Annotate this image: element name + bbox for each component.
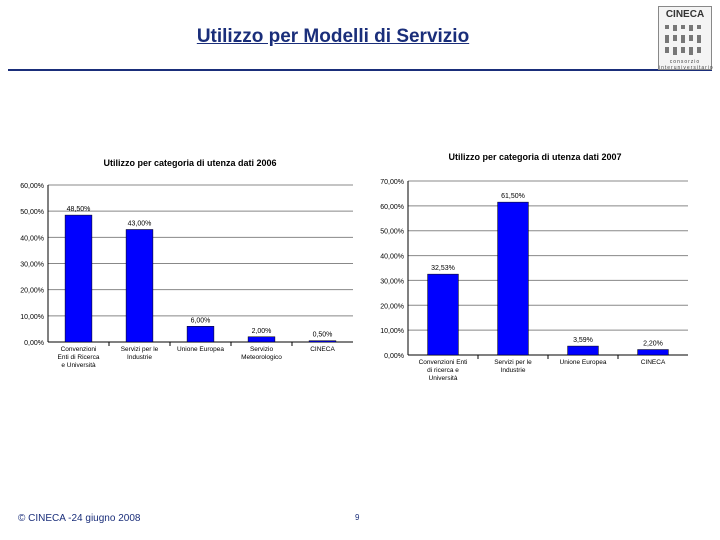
chart-2006-bar	[186, 326, 215, 343]
logo-name: CINECA	[665, 9, 705, 20]
chart-2006-data-label: 0,50%	[313, 332, 333, 339]
chart-2006-ytick-label: 40,00%	[20, 235, 44, 242]
chart-2006-bar	[125, 229, 154, 343]
chart-2006-ytick-label: 50,00%	[20, 209, 44, 216]
footer-copyright: © CINECA -24 giugno 2008	[18, 513, 141, 524]
chart-2007-ytick-label: 0,00%	[384, 353, 404, 360]
chart-2006-bar	[64, 214, 93, 343]
chart-2006-bar	[308, 340, 337, 343]
chart-2007-bar	[567, 345, 599, 356]
chart-2007-bar	[497, 201, 529, 356]
chart-2007-category-label: Servizi per le Industrie	[494, 359, 532, 374]
chart-2006-ytick-label: 10,00%	[20, 314, 44, 321]
chart-2007-ytick-label: 70,00%	[380, 179, 404, 186]
logo-subtitle: consorzio interuniversitario	[659, 59, 714, 71]
chart-2007-data-label: 3,59%	[573, 337, 593, 344]
chart-2007-data-label: 32,53%	[431, 265, 455, 272]
chart-2006-title: Utilizzo per categoria di utenza dati 20…	[103, 158, 277, 168]
chart-2007-category-label: CINECA	[641, 359, 666, 366]
chart-2007-data-label: 61,50%	[501, 193, 525, 200]
page-number: 9	[355, 513, 360, 522]
cineca-logo: CINECA consorzio interuniversitario	[658, 6, 714, 71]
chart-2006-data-label: 2,00%	[252, 328, 272, 335]
chart-2006-ytick-label: 20,00%	[20, 288, 44, 295]
chart-2006-category-label: Unione Europea	[177, 346, 224, 353]
chart-2007-data-label: 2,20%	[643, 341, 663, 348]
chart-2006-category-label: CINECA	[310, 346, 335, 353]
chart-2006-bar	[247, 336, 276, 343]
chart-2006-category-label: Servizio Meteorologico	[241, 346, 282, 361]
chart-2006-data-label: 43,00%	[128, 220, 152, 227]
chart-2007-category-label: Convenzioni Enti di ricerca e Università	[419, 359, 468, 382]
slide-title: Utilizzo per Modelli di Servizio	[196, 26, 470, 47]
chart-2006-ytick-label: 30,00%	[20, 262, 44, 269]
chart-2007-title: Utilizzo per categoria di utenza dati 20…	[448, 152, 622, 162]
chart-2007-ytick-label: 40,00%	[380, 254, 404, 261]
chart-2006: 0,00% 10,00% 20,00% 30,00% 40,00% 50,00% 60,00…	[20, 183, 353, 369]
chart-2006-category-label: Convenzioni Enti di Ricerca e Università	[58, 346, 100, 369]
chart-2007-ytick-label: 20,00%	[380, 303, 404, 310]
chart-2006-data-label: 6,00%	[191, 317, 211, 324]
chart-2007: 0,00% 10,00% 20,00% 30,00% 40,00% 50,00% 60,00…	[380, 179, 688, 382]
chart-2006-ytick-label: 0,00%	[24, 340, 44, 347]
chart-2007-ytick-label: 50,00%	[380, 229, 404, 236]
chart-2007-bar	[427, 273, 459, 356]
logo-dots-graphic	[665, 25, 701, 55]
chart-2007-category-label: Unione Europea	[560, 359, 607, 366]
title-divider	[8, 69, 712, 71]
chart-2006-data-label: 48,50%	[67, 206, 91, 213]
chart-2007-ytick-label: 10,00%	[380, 328, 404, 335]
chart-2006-ytick-label: 60,00%	[20, 183, 44, 190]
chart-2007-bar	[637, 349, 669, 356]
chart-2006-category-label: Servizi per le Industrie	[121, 346, 159, 361]
chart-2007-ytick-label: 30,00%	[380, 278, 404, 285]
chart-2007-ytick-label: 60,00%	[380, 204, 404, 211]
